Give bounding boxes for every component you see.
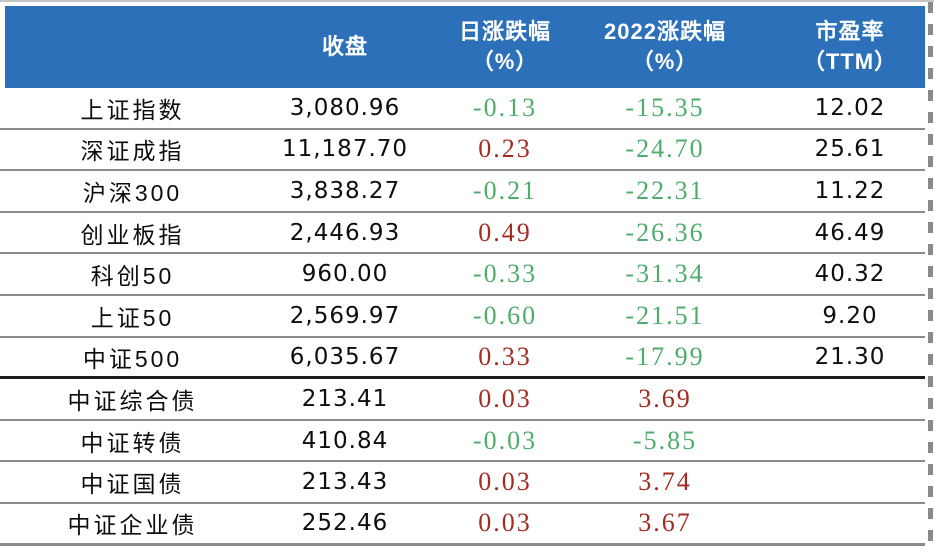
close-value: 410.84 [301, 427, 389, 454]
pe-ttm-value: 9.20 [822, 302, 878, 329]
daily-change-value: 0.33 [478, 341, 532, 371]
pe-ttm-value: 40.32 [814, 261, 886, 288]
close-value: 3,080.96 [289, 94, 401, 121]
header-cell-pe-ratio: 市盈率 （TTM） [745, 6, 925, 88]
pe-ttm-value: 25.61 [814, 136, 886, 163]
index-name: 深证成指 [80, 138, 185, 165]
index-name: 中证综合债 [67, 387, 198, 414]
header-sublabel: （%） [631, 49, 699, 74]
ytd-change-value: -26.36 [625, 217, 705, 247]
table-row: 沪深300 3,838.27 -0.21 -22.31 11.22 [0, 171, 925, 213]
daily-change-value: -0.21 [472, 175, 538, 205]
page-edge-dashed-border [928, 2, 933, 552]
header-cell-name [5, 6, 265, 88]
ytd-change-value: -15.35 [625, 92, 705, 122]
close-value: 213.41 [301, 385, 389, 412]
ytd-change-value: -5.85 [632, 425, 698, 455]
daily-change-value: -0.33 [472, 259, 538, 289]
table-header-row: 收盘 日涨跌幅 （%） 2022涨跌幅 （%） 市盈率 （TTM） [5, 6, 925, 88]
pe-ttm-value: 12.02 [814, 94, 886, 121]
header-label: 市盈率 [815, 19, 885, 44]
index-name: 上证指数 [80, 96, 185, 123]
ytd-change-value: -31.34 [625, 259, 705, 289]
daily-change-value: 0.23 [478, 134, 532, 164]
index-name: 上证50 [90, 304, 175, 331]
ytd-change-value: 3.67 [638, 508, 692, 538]
daily-change-value: -0.03 [472, 425, 538, 455]
table-row: 中证转债 410.84 -0.03 -5.85 [0, 421, 925, 463]
daily-change-value: -0.60 [472, 300, 538, 330]
table-row: 中证综合债 213.41 0.03 3.69 [0, 379, 925, 421]
close-value: 3,838.27 [289, 177, 401, 204]
table-row: 中证国债 213.43 0.03 3.74 [0, 462, 925, 504]
ytd-change-value: -22.31 [625, 175, 705, 205]
index-name: 中证500 [82, 345, 183, 372]
table-row: 深证成指 11,187.70 0.23 -24.70 25.61 [0, 130, 925, 172]
close-value: 252.46 [301, 510, 389, 537]
ytd-change-value: -17.99 [625, 341, 705, 371]
daily-change-value: 0.49 [478, 217, 532, 247]
close-value: 960.00 [301, 261, 389, 288]
header-cell-daily-change: 日涨跌幅 （%） [425, 6, 585, 88]
table-row: 上证50 2,569.97 -0.60 -21.51 9.20 [0, 296, 925, 338]
ytd-change-value: -21.51 [625, 300, 705, 330]
header-label: 收盘 [321, 34, 368, 59]
pe-ttm-value: 46.49 [814, 219, 886, 246]
daily-change-value: 0.03 [478, 383, 532, 413]
daily-change-value: 0.03 [478, 508, 532, 538]
index-name: 中证企业债 [67, 512, 198, 539]
table-row: 上证指数 3,080.96 -0.13 -15.35 12.02 [0, 88, 925, 130]
top-border-line [0, 0, 934, 2]
header-label: 2022涨跌幅 [604, 19, 726, 44]
index-name: 沪深300 [82, 179, 183, 206]
daily-change-value: 0.03 [478, 467, 532, 497]
pe-ttm-value: 11.22 [814, 177, 886, 204]
daily-change-value: -0.13 [472, 92, 538, 122]
close-value: 2,446.93 [289, 219, 401, 246]
index-name: 创业板指 [80, 221, 185, 248]
table-row: 中证企业债 252.46 0.03 3.67 [0, 504, 925, 546]
header-label: 日涨跌幅 [458, 19, 551, 44]
ytd-change-value: 3.74 [638, 467, 692, 497]
table-row: 科创50 960.00 -0.33 -31.34 40.32 [0, 254, 925, 296]
index-name: 科创50 [90, 263, 175, 290]
ytd-change-value: -24.70 [625, 134, 705, 164]
close-value: 2,569.97 [289, 302, 401, 329]
header-sublabel: （%） [471, 49, 539, 74]
index-name: 中证国债 [80, 471, 185, 498]
pe-ttm-value: 21.30 [814, 343, 886, 370]
index-name: 中证转债 [80, 429, 185, 456]
ytd-change-value: 3.69 [638, 383, 692, 413]
close-value: 6,035.67 [289, 343, 401, 370]
header-cell-ytd-change: 2022涨跌幅 （%） [585, 6, 745, 88]
table-row: 中证500 6,035.67 0.33 -17.99 21.30 [0, 338, 925, 380]
close-value: 11,187.70 [281, 136, 409, 163]
table-row: 创业板指 2,446.93 0.49 -26.36 46.49 [0, 213, 925, 255]
table-body: 上证指数 3,080.96 -0.13 -15.35 12.02 深证成指 11… [0, 88, 925, 546]
close-value: 213.43 [301, 469, 389, 496]
header-sublabel: （TTM） [802, 49, 898, 74]
header-cell-close: 收盘 [265, 6, 425, 88]
